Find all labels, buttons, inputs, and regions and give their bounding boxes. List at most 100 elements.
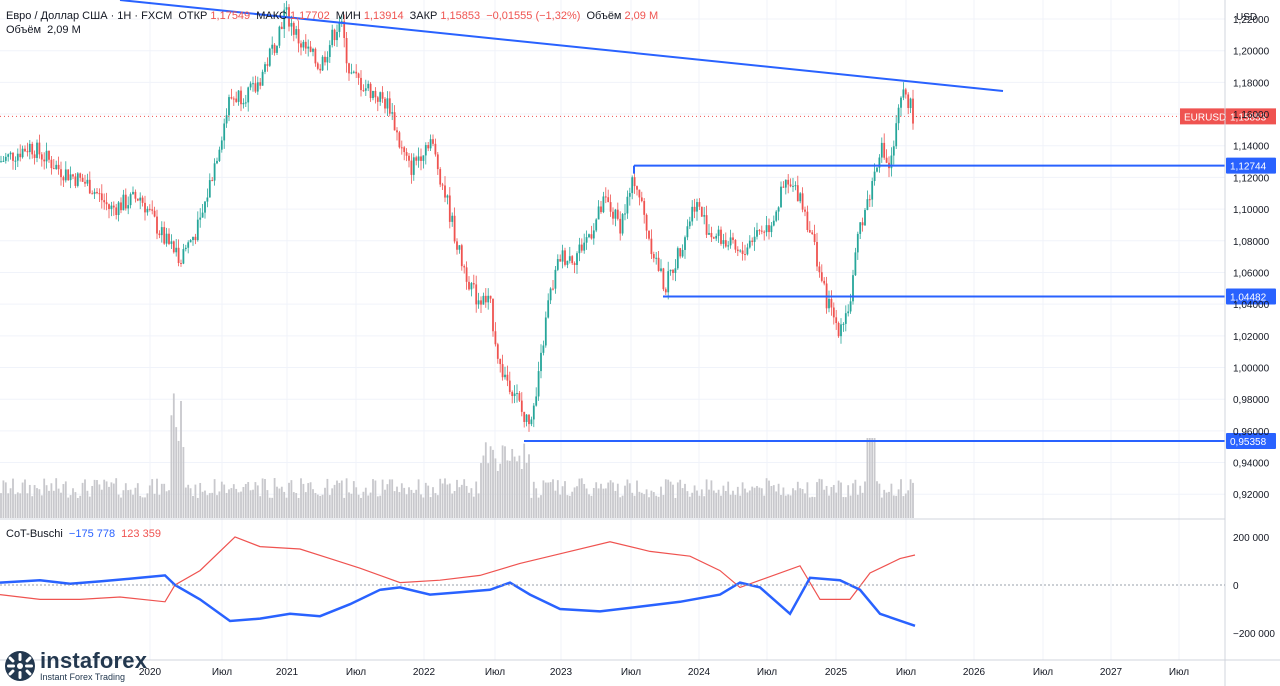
candle-body xyxy=(19,153,22,158)
candle-body xyxy=(165,233,168,244)
candle-body xyxy=(48,150,50,160)
volume-bar xyxy=(602,488,605,518)
candle-body xyxy=(696,202,698,212)
candle-body xyxy=(626,196,629,214)
candle-body xyxy=(676,248,679,269)
volume-bar xyxy=(444,478,446,518)
candle-body xyxy=(753,236,756,242)
volume-bar xyxy=(626,479,629,518)
volume-bar xyxy=(823,489,826,518)
volume-bar xyxy=(648,497,650,518)
candle-body xyxy=(854,252,857,276)
volume-bar xyxy=(312,489,314,518)
time-tick-label: 2020 xyxy=(139,667,162,678)
candle-body xyxy=(499,358,502,365)
volume-bar xyxy=(292,492,295,518)
volume-bar xyxy=(319,495,322,518)
candle-body xyxy=(804,209,806,212)
volume-bar xyxy=(590,495,593,518)
volume-bar xyxy=(285,497,288,518)
volume-bar xyxy=(240,491,242,518)
volume-bar xyxy=(360,497,362,518)
candle-body xyxy=(535,396,538,406)
candle-body xyxy=(806,211,809,230)
volume-bar xyxy=(343,497,346,518)
time-tick-label: Июл xyxy=(1169,667,1189,678)
price-tick-label: 1,18000 xyxy=(1233,78,1270,89)
close-value: 1,15853 xyxy=(440,10,481,22)
volume-bar xyxy=(871,438,874,518)
candle-body xyxy=(844,313,847,324)
volume-bar xyxy=(393,491,396,518)
price-tick-label: 0,98000 xyxy=(1233,395,1270,406)
volume-bar xyxy=(357,494,360,518)
candle-body xyxy=(727,245,730,247)
candle-body xyxy=(304,41,307,49)
candle-body xyxy=(496,344,499,359)
volume-bar xyxy=(739,495,742,518)
volume-bar xyxy=(228,489,230,518)
candle-body xyxy=(408,155,410,161)
open-label: ОТКР xyxy=(178,10,208,22)
volume-bar xyxy=(165,491,168,518)
candle-body xyxy=(588,234,590,238)
candle-body xyxy=(660,268,662,271)
candle-body xyxy=(717,229,720,236)
candle-body xyxy=(144,202,146,213)
volume-bar xyxy=(213,479,216,518)
volume-bar xyxy=(504,446,506,518)
candle-body xyxy=(124,194,127,209)
volume-bar xyxy=(391,479,394,518)
volume-bar xyxy=(686,491,689,518)
candle-body xyxy=(175,247,178,253)
candle-body xyxy=(796,185,799,202)
volume-bar xyxy=(652,492,655,518)
volume-bar xyxy=(801,489,804,518)
volume-bar xyxy=(261,478,264,518)
volume-bar xyxy=(734,494,737,518)
price-tick-label: 1,20000 xyxy=(1233,47,1270,58)
candle-body xyxy=(216,160,218,164)
volume-bar xyxy=(888,491,890,518)
volume-bar xyxy=(254,482,257,518)
volume-bar xyxy=(148,485,151,518)
candle-body xyxy=(852,275,854,302)
volume-bar xyxy=(816,482,818,518)
candle-body xyxy=(573,263,576,265)
candle-body xyxy=(636,186,638,190)
candle-body xyxy=(715,235,718,239)
volume-value: 2,09 M xyxy=(624,10,659,22)
price-tick-label: 1,06000 xyxy=(1233,268,1270,279)
candle-body xyxy=(74,176,77,186)
candle-body xyxy=(758,230,761,232)
volume-bar xyxy=(352,481,355,518)
candle-body xyxy=(96,191,98,194)
volume-bar xyxy=(64,481,67,518)
volume-bar xyxy=(830,487,833,518)
volume-bar xyxy=(861,492,864,518)
candle-body xyxy=(597,206,600,220)
candle-body xyxy=(904,89,907,95)
volume-bar xyxy=(724,490,727,518)
candle-body xyxy=(542,345,545,353)
volume-bar xyxy=(115,478,118,518)
volume-bar xyxy=(808,497,811,518)
candle-body xyxy=(40,154,43,160)
candle-body xyxy=(64,169,67,181)
candle-body xyxy=(568,256,571,261)
candle-body xyxy=(100,193,103,201)
volume-bar xyxy=(758,487,761,518)
candle-body xyxy=(324,56,326,63)
candle-body xyxy=(136,198,139,201)
volume-bar xyxy=(237,492,240,518)
candle-body xyxy=(134,191,137,199)
low-value: 1,13914 xyxy=(363,10,404,22)
level-price-tag xyxy=(1226,157,1276,174)
volume-bar xyxy=(410,489,413,518)
volume-bar xyxy=(796,481,799,518)
volume-bar xyxy=(400,483,403,518)
candle-body xyxy=(883,142,886,158)
candle-body xyxy=(398,132,401,148)
volume-bar xyxy=(235,488,238,518)
